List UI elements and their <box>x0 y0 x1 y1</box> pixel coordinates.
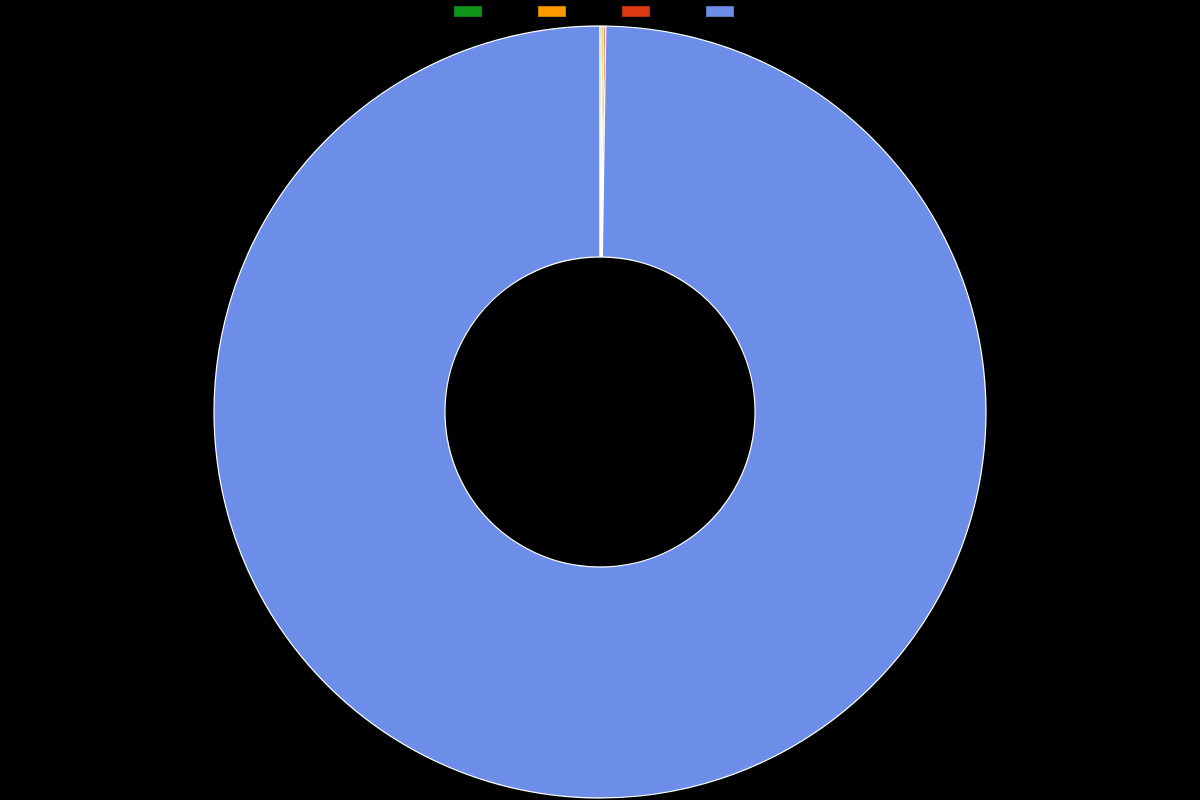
chart-container <box>0 0 1200 800</box>
legend-item-3[interactable] <box>706 6 746 17</box>
legend-swatch-1 <box>538 6 566 17</box>
legend-swatch-0 <box>454 6 482 17</box>
legend-item-0[interactable] <box>454 6 494 17</box>
donut-chart <box>0 24 1200 800</box>
legend <box>0 6 1200 17</box>
legend-item-1[interactable] <box>538 6 578 17</box>
legend-swatch-3 <box>706 6 734 17</box>
legend-item-2[interactable] <box>622 6 662 17</box>
legend-swatch-2 <box>622 6 650 17</box>
